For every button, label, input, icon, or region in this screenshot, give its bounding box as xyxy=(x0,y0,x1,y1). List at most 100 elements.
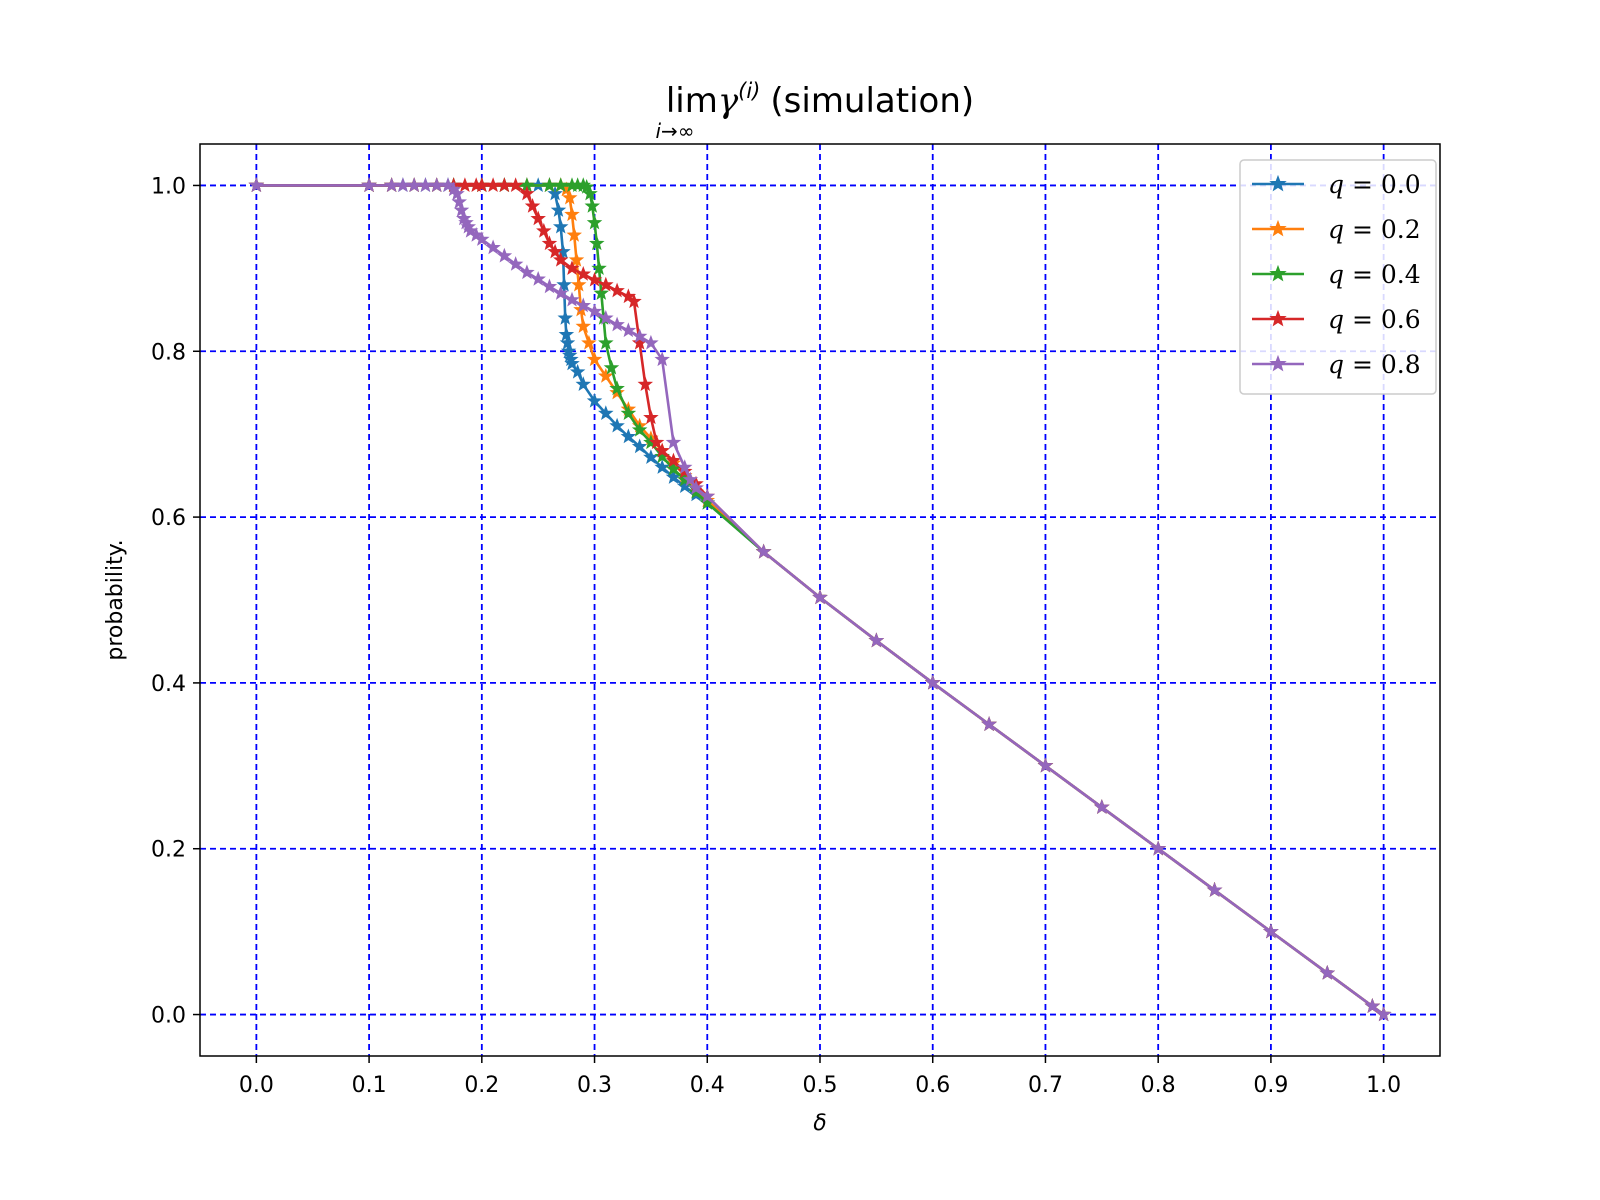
chart-title-suffix: (simulation) xyxy=(770,81,974,121)
x-tick-label: 0.7 xyxy=(1028,1073,1063,1098)
data-point xyxy=(598,334,614,350)
data-point xyxy=(598,405,614,421)
data-point xyxy=(699,488,716,503)
data-point xyxy=(591,260,607,275)
x-tick-label: 1.0 xyxy=(1366,1073,1401,1098)
data-point xyxy=(557,309,573,325)
chart-title-lim: lim xyxy=(666,81,718,121)
legend-label-variable: q xyxy=(1328,350,1344,379)
data-point xyxy=(755,543,772,559)
data-point xyxy=(575,266,592,281)
y-tick-label: 0.6 xyxy=(151,506,186,531)
data-point xyxy=(586,351,603,367)
data-point xyxy=(620,428,637,444)
legend-item: q = 0.6 xyxy=(1252,305,1421,334)
data-point xyxy=(575,318,592,333)
data-point xyxy=(550,202,567,217)
data-point xyxy=(552,218,569,234)
y-axis-label: probability. xyxy=(103,539,128,660)
legend: q = 0.0q = 0.2q = 0.4q = 0.6q = 0.8 xyxy=(1239,159,1437,395)
x-tick-label: 0.1 xyxy=(352,1073,387,1098)
legend-label-value: 0.0 xyxy=(1381,170,1421,199)
legend-label-equals: = xyxy=(1344,260,1381,289)
data-point xyxy=(569,363,586,379)
x-tick-label: 0.5 xyxy=(803,1073,838,1098)
data-point xyxy=(566,227,582,242)
x-tick-label: 0.2 xyxy=(464,1073,499,1098)
legend-label-equals: = xyxy=(1344,305,1381,334)
data-point xyxy=(564,206,580,222)
grid xyxy=(200,144,1440,1056)
data-point xyxy=(248,177,265,193)
legend-label: q = 0.8 xyxy=(1328,350,1421,379)
data-point xyxy=(609,417,625,433)
data-point xyxy=(524,198,541,213)
y-tick-label: 0.0 xyxy=(151,1004,186,1029)
legend-label-variable: q xyxy=(1328,305,1344,334)
legend-label: q = 0.0 xyxy=(1328,170,1421,199)
data-point xyxy=(1206,882,1223,897)
data-point xyxy=(586,392,603,408)
data-point xyxy=(603,359,620,375)
data-point xyxy=(586,303,603,319)
data-point xyxy=(631,438,648,454)
x-tick-label: 0.3 xyxy=(577,1073,612,1098)
data-point xyxy=(547,185,563,201)
data-point xyxy=(564,260,580,275)
data-point xyxy=(626,293,642,309)
data-point xyxy=(449,185,465,201)
legend-marker xyxy=(1269,354,1287,372)
axis-ticks: 0.0 0.1 0.2 0.3 0.4 0.5 0.6 0.7 0.8 0.9 1.0 0.0 0.2 0… xyxy=(151,174,1401,1098)
data-point xyxy=(530,270,546,286)
data-point xyxy=(1364,998,1381,1013)
legend-item: q = 0.8 xyxy=(1252,350,1421,379)
legend-marker xyxy=(1269,264,1287,282)
data-point xyxy=(582,185,598,201)
data-point xyxy=(474,231,490,246)
data-point xyxy=(581,334,597,350)
data-point xyxy=(665,434,682,450)
data-point xyxy=(682,471,699,487)
data-point xyxy=(496,247,513,263)
legend-label-equals: = xyxy=(1344,350,1381,379)
data-point xyxy=(564,291,580,307)
y-tick-label: 0.8 xyxy=(151,340,186,365)
data-point xyxy=(654,351,670,367)
data-point xyxy=(586,214,603,230)
legend-item: q = 0.2 xyxy=(1252,215,1421,244)
data-point xyxy=(1319,964,1336,980)
data-point xyxy=(552,285,569,300)
data-point xyxy=(575,376,592,392)
data-point xyxy=(558,326,575,342)
chart-title: limγ(i) (simulation) xyxy=(666,79,974,121)
chart-title-superscript: (i) xyxy=(738,79,760,103)
legend-label-variable: q xyxy=(1328,215,1344,244)
y-tick-label: 1.0 xyxy=(151,174,186,199)
legend-label-value: 0.4 xyxy=(1381,260,1421,289)
chart-title-subscript: i→∞ xyxy=(656,119,695,143)
data-point xyxy=(1037,757,1054,773)
data-point xyxy=(676,463,693,479)
data-point xyxy=(552,251,569,267)
legend-marker xyxy=(1269,309,1287,327)
data-point xyxy=(519,264,535,280)
legend-marker xyxy=(1269,174,1287,192)
data-point xyxy=(643,334,659,350)
legend-label-value: 0.6 xyxy=(1381,305,1421,334)
legend-label: q = 0.6 xyxy=(1328,305,1421,334)
data-point xyxy=(575,297,592,313)
data-point xyxy=(620,322,637,338)
x-tick-label: 0.6 xyxy=(915,1073,950,1098)
legend-label-value: 0.2 xyxy=(1381,215,1421,244)
data-point xyxy=(519,185,535,201)
data-point xyxy=(868,632,885,648)
data-point xyxy=(1375,1006,1392,1022)
data-point xyxy=(688,479,704,495)
data-point xyxy=(589,235,605,251)
legend-box xyxy=(1239,159,1437,395)
data-point xyxy=(609,380,625,396)
data-point xyxy=(507,256,524,271)
data-point xyxy=(654,459,670,474)
x-tick-label: 0.9 xyxy=(1253,1073,1288,1098)
